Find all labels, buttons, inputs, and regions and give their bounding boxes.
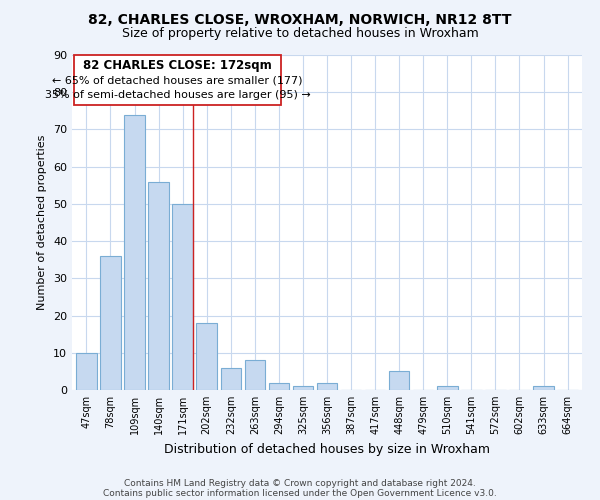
Bar (533, 386, 554, 390)
Bar (437, 386, 458, 390)
Text: Size of property relative to detached houses in Wroxham: Size of property relative to detached ho… (122, 28, 478, 40)
Bar (148, 182, 169, 390)
Bar (269, 382, 289, 390)
Bar (293, 386, 313, 390)
Bar (124, 114, 145, 390)
Bar (100, 256, 121, 390)
Text: 35% of semi-detached houses are larger (95) →: 35% of semi-detached houses are larger (… (45, 90, 310, 100)
Text: Contains public sector information licensed under the Open Government Licence v3: Contains public sector information licen… (103, 488, 497, 498)
Bar (196, 323, 217, 390)
Text: Contains HM Land Registry data © Crown copyright and database right 2024.: Contains HM Land Registry data © Crown c… (124, 478, 476, 488)
Bar (221, 368, 241, 390)
Text: 82 CHARLES CLOSE: 172sqm: 82 CHARLES CLOSE: 172sqm (83, 59, 272, 72)
Y-axis label: Number of detached properties: Number of detached properties (37, 135, 47, 310)
Bar (317, 382, 337, 390)
Bar (245, 360, 265, 390)
Bar (74, 55, 281, 106)
Bar (172, 204, 193, 390)
X-axis label: Distribution of detached houses by size in Wroxham: Distribution of detached houses by size … (164, 442, 490, 456)
Text: 82, CHARLES CLOSE, WROXHAM, NORWICH, NR12 8TT: 82, CHARLES CLOSE, WROXHAM, NORWICH, NR1… (88, 12, 512, 26)
Text: ← 65% of detached houses are smaller (177): ← 65% of detached houses are smaller (17… (52, 76, 303, 86)
Bar (76, 353, 97, 390)
Bar (389, 372, 409, 390)
